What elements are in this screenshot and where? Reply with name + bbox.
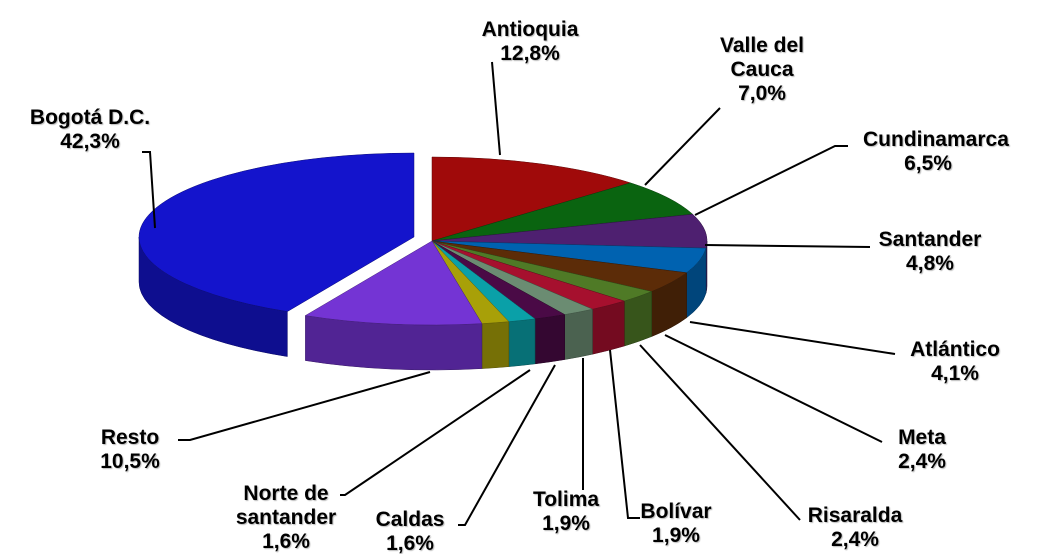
category-label: Atlántico (910, 338, 1000, 361)
value-label: 1,9% (542, 512, 590, 535)
value-label: 4,8% (906, 252, 954, 275)
leader-line (689, 321, 896, 355)
slice (431, 182, 694, 242)
slice-label: Caldas 1,6% (376, 508, 445, 554)
slice (431, 156, 632, 242)
category-label: Valle del Cauca (719, 34, 805, 81)
leader-line (639, 344, 801, 521)
slice-label: Risaralda 2,4% (808, 504, 903, 552)
slice-label: Bogotá D.C. 42,3% (30, 106, 150, 154)
slice-side (508, 318, 536, 367)
slice-label: Resto 10,5% (100, 426, 160, 474)
category-label: Santander (878, 228, 982, 251)
slice-label: Valle del Cauca 7,0% (697, 34, 827, 106)
slice-label: Atlántico 4,1% (910, 338, 1000, 386)
slice-label: Tolima 1,9% (533, 488, 599, 536)
category-label: Meta (898, 426, 946, 449)
slice-side (534, 314, 565, 365)
leader-line (694, 145, 848, 216)
category-label: Bogotá D.C. (29, 106, 151, 129)
value-label: 1,6% (386, 532, 434, 554)
category-label: Bolívar (640, 500, 712, 523)
leader-line (609, 349, 640, 519)
category-label: Tolima (532, 488, 600, 511)
value-label: 10,5% (100, 450, 160, 473)
value-label: 6,5% (904, 152, 952, 175)
category-label: Caldas (375, 508, 445, 531)
slice-label: Antioquia 12,8% (482, 18, 579, 66)
category-label: Risaralda (807, 504, 903, 527)
slice-side (481, 321, 510, 369)
category-label: Resto (100, 426, 160, 449)
value-label: 1,9% (652, 524, 700, 547)
slice (431, 213, 708, 249)
slice-label: Cundinamarca 6,5% (863, 128, 1009, 176)
slice-label: Santander 4,8% (879, 228, 982, 276)
leader-line (491, 61, 501, 156)
leader-line (704, 244, 871, 248)
leader-line (142, 151, 156, 229)
value-label: 12,8% (500, 42, 560, 65)
slice (304, 240, 483, 326)
leader-line (340, 369, 531, 496)
value-label: 2,4% (898, 450, 946, 473)
slice-side (592, 300, 625, 355)
slice-label: Meta 2,4% (898, 426, 946, 474)
value-label: 2,4% (831, 528, 879, 551)
slice-label: Bolívar 1,9% (640, 500, 711, 548)
value-label: 42,3% (60, 130, 120, 153)
leader-line (178, 371, 431, 441)
value-label: 7,0% (738, 82, 786, 105)
leader-line (664, 334, 883, 443)
category-label: Cundinamarca (863, 128, 1009, 151)
slice (138, 152, 415, 312)
slice-side (564, 308, 593, 360)
slice-label: Norte de santander 1,6% (221, 482, 351, 554)
value-label: 4,1% (931, 362, 979, 385)
category-label: Norte de santander (235, 482, 337, 529)
value-label: 1,6% (262, 530, 310, 553)
leader-line (644, 107, 721, 186)
leader-line (458, 364, 556, 526)
category-label: Antioquia (481, 18, 579, 41)
